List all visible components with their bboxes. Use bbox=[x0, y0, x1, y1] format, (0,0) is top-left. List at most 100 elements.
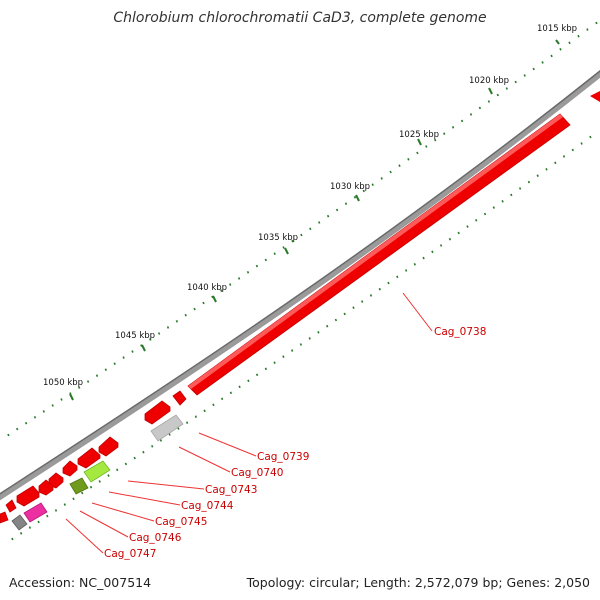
outer-minor-tick bbox=[416, 151, 419, 155]
inner-minor-tick bbox=[37, 520, 40, 524]
gene-cag-0745-pink bbox=[23, 502, 48, 523]
inner-minor-tick bbox=[396, 275, 399, 279]
gene-label-cag-0739: Cag_0739 bbox=[257, 451, 309, 463]
outer-minor-tick bbox=[586, 28, 589, 31]
gene-cag-0738 bbox=[187, 113, 571, 396]
outer-minor-tick bbox=[104, 368, 107, 371]
outer-minor-tick bbox=[291, 239, 294, 243]
outer-minor-tick bbox=[380, 177, 383, 180]
tick-1030: 1030 kbp bbox=[330, 182, 370, 202]
inner-minor-tick bbox=[326, 324, 329, 328]
outer-minor-tick bbox=[60, 398, 63, 401]
gene-labels[interactable]: Cag_0738 Cag_0739 Cag_0740 Cag_0743 Cag_… bbox=[104, 326, 486, 560]
inner-minor-tick bbox=[81, 491, 84, 495]
outer-minor-tick bbox=[149, 338, 152, 341]
outer-minor-tick bbox=[398, 164, 401, 167]
gene-red-7 bbox=[98, 436, 119, 457]
inner-minor-tick bbox=[159, 439, 163, 442]
inner-minor-tick bbox=[238, 385, 241, 389]
inner-minor-tick bbox=[361, 300, 364, 303]
outer-minor-tick bbox=[86, 380, 90, 383]
inner-minor-tick bbox=[431, 250, 434, 254]
outer-minor-tick bbox=[559, 48, 562, 51]
inner-minor-tick bbox=[527, 180, 531, 184]
inner-minor-tick bbox=[352, 306, 355, 309]
inner-minor-tick bbox=[510, 193, 513, 197]
inner-minor-tick bbox=[168, 433, 171, 436]
outer-minor-tick bbox=[7, 433, 10, 437]
inner-minor-tick bbox=[483, 212, 487, 216]
outer-minor-tick bbox=[24, 421, 28, 425]
inner-minor-tick bbox=[422, 256, 425, 260]
outer-minor-tick bbox=[496, 93, 499, 97]
outer-minor-tick bbox=[16, 427, 19, 431]
inner-minor-ticks bbox=[11, 135, 592, 541]
gene-label-cag-0738: Cag_0738 bbox=[434, 326, 486, 338]
inner-minor-tick bbox=[518, 187, 522, 190]
outer-minor-tick bbox=[434, 138, 437, 142]
inner-minor-tick bbox=[308, 337, 311, 340]
tick-label-1050: 1050 kbp bbox=[43, 378, 83, 388]
inner-minor-tick bbox=[457, 231, 460, 235]
outer-minor-tick bbox=[443, 132, 446, 135]
inner-minor-tick bbox=[264, 367, 268, 371]
outer-minor-tick bbox=[362, 189, 365, 193]
outer-minor-tick bbox=[175, 320, 179, 323]
tick-1050: 1050 kbp bbox=[43, 378, 83, 401]
inner-minor-tick bbox=[536, 174, 539, 177]
outer-minor-tick bbox=[505, 87, 508, 90]
tick-1020: 1020 kbp bbox=[469, 76, 509, 95]
inner-minor-tick bbox=[116, 468, 119, 472]
inner-minor-tick bbox=[369, 294, 373, 297]
inner-minor-tick bbox=[54, 509, 58, 512]
outer-minor-tick bbox=[237, 277, 241, 280]
gene-features[interactable] bbox=[0, 91, 600, 531]
inner-minor-tick bbox=[343, 312, 346, 316]
gene-red-0 bbox=[0, 511, 9, 524]
inner-minor-tick bbox=[448, 237, 452, 241]
inner-minor-tick bbox=[220, 397, 224, 401]
inner-minor-tick bbox=[466, 225, 469, 228]
outer-minor-tick bbox=[113, 362, 116, 365]
outer-minor-tick bbox=[469, 113, 473, 116]
outer-minor-tick bbox=[407, 158, 410, 161]
inner-minor-tick bbox=[492, 206, 495, 209]
inner-minor-tick bbox=[413, 263, 416, 266]
gene-red-6 bbox=[77, 447, 101, 469]
inner-minor-tick bbox=[177, 427, 180, 430]
inner-minor-tick bbox=[63, 503, 66, 506]
gene-red-right-edge bbox=[590, 91, 600, 102]
gene-cag-0744-red bbox=[16, 485, 40, 507]
outer-minor-tick bbox=[273, 252, 276, 255]
outer-minor-tick bbox=[166, 326, 170, 329]
outer-minor-tick bbox=[523, 74, 526, 77]
inner-minor-tick bbox=[501, 200, 504, 203]
genome-backbone bbox=[0, 70, 600, 501]
gene-cag-0738-highlight bbox=[188, 114, 563, 389]
gene-cag-0739 bbox=[172, 390, 187, 406]
outer-minor-ticks bbox=[7, 21, 598, 437]
inner-minor-tick bbox=[98, 480, 101, 483]
outer-minor-tick bbox=[478, 106, 482, 110]
inner-minor-tick bbox=[545, 168, 548, 171]
inner-minor-tick bbox=[475, 219, 478, 222]
outer-minor-tick bbox=[51, 404, 54, 407]
tick-1015: 1015 kbp bbox=[537, 24, 577, 45]
gene-label-cag-0745: Cag_0745 bbox=[155, 516, 207, 528]
tick-1035: 1035 kbp bbox=[258, 233, 298, 255]
outer-minor-tick bbox=[282, 246, 285, 249]
tick-label-1035: 1035 kbp bbox=[258, 233, 298, 243]
outer-tick-ring: 1015 kbp 1020 kbp 1025 kbp 1030 kbp 1035… bbox=[43, 24, 577, 401]
outer-minor-tick bbox=[326, 214, 330, 218]
outer-minor-tick bbox=[460, 119, 464, 123]
outer-minor-tick bbox=[389, 170, 392, 174]
tick-label-1045: 1045 kbp bbox=[115, 331, 155, 341]
outer-minor-tick bbox=[42, 410, 45, 413]
tick-1025: 1025 kbp bbox=[399, 130, 439, 146]
inner-minor-tick bbox=[255, 373, 259, 377]
gene-label-cag-0746: Cag_0746 bbox=[129, 532, 182, 544]
gene-red-1 bbox=[5, 499, 17, 513]
inner-minor-tick bbox=[562, 155, 566, 158]
tick-1045: 1045 kbp bbox=[115, 331, 155, 352]
